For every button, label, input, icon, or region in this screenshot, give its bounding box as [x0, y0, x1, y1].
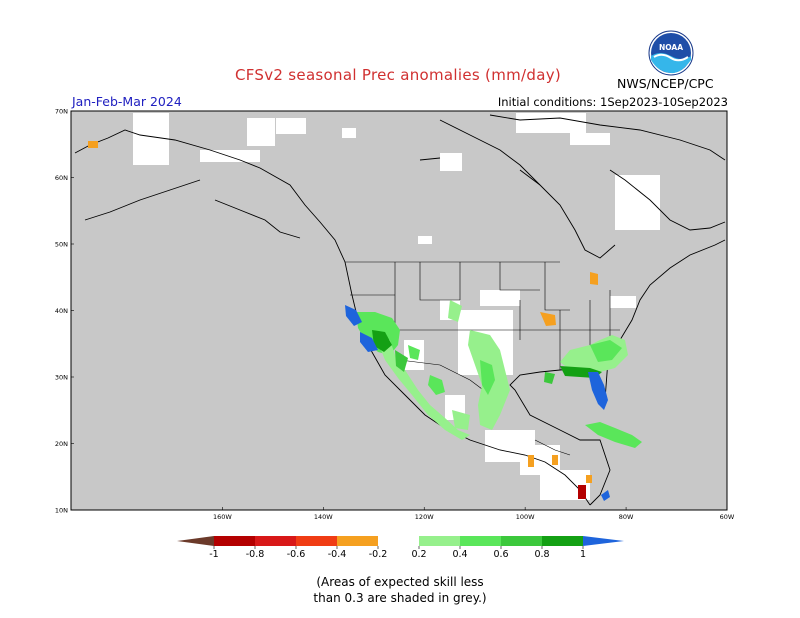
- colorbar-low-arrow: [177, 536, 214, 546]
- colorbar: -1 -0.8 -0.6 -0.4 -0.2 0.2 0.4 0.6 0.8 1: [177, 536, 624, 560]
- colorbar-swatch: [501, 536, 542, 546]
- colorbar-swatch: [378, 536, 419, 546]
- colorbar-swatch: [419, 536, 460, 546]
- dry-anomaly-regions: [88, 141, 598, 499]
- map-background: [71, 111, 727, 510]
- colorbar-tick-label: 0.2: [411, 549, 426, 560]
- latitude-tick-label: 10N: [55, 507, 68, 515]
- political-borders: [345, 261, 620, 456]
- initial-conditions-label: Initial conditions: 1Sep2023-10Sep2023: [497, 95, 728, 109]
- colorbar-tick-label: -0.8: [246, 549, 265, 560]
- colorbar-swatch: [337, 536, 378, 546]
- longitude-tick-label: 120W: [415, 513, 434, 521]
- latitude-labels: 70N 60N 50N 40N 30N 20N 10N: [55, 108, 74, 515]
- strong-wet-anomaly-regions: [345, 305, 610, 501]
- colorbar-tick-label: 0.6: [493, 549, 508, 560]
- skill-caption: (Areas of expected skill less than 0.3 a…: [0, 574, 800, 606]
- latitude-tick-label: 20N: [55, 440, 68, 448]
- agency-label: NWS/NCEP/CPC: [617, 76, 714, 91]
- longitude-tick-label: 140W: [314, 513, 333, 521]
- caption-line: (Areas of expected skill less: [316, 575, 484, 589]
- colorbar-swatch: [296, 536, 337, 546]
- colorbar-tick-label: 1: [580, 549, 586, 560]
- colorbar-tick-label: -1: [209, 549, 218, 560]
- colorbar-swatch: [542, 536, 583, 546]
- colorbar-tick-label: 0.8: [534, 549, 549, 560]
- svg-text:NOAA: NOAA: [659, 43, 683, 52]
- latitude-tick-label: 40N: [55, 307, 68, 315]
- colorbar-tick-label: -0.6: [287, 549, 306, 560]
- longitude-tick-label: 100W: [516, 513, 535, 521]
- colorbar-tick-label: 0.4: [452, 549, 467, 560]
- colorbar-swatch: [214, 536, 255, 546]
- colorbar-swatch: [255, 536, 296, 546]
- longitude-tick-label: 80W: [619, 513, 634, 521]
- latitude-tick-label: 70N: [55, 108, 68, 116]
- longitude-tick-label: 60W: [720, 513, 735, 521]
- colorbar-swatch: [460, 536, 501, 546]
- longitude-tick-label: 160W: [213, 513, 232, 521]
- colorbar-tick-label: -0.2: [369, 549, 388, 560]
- wet-anomaly-regions: [356, 300, 642, 448]
- noaa-logo-icon: NOAA: [648, 30, 694, 76]
- colorbar-high-arrow: [583, 536, 624, 546]
- colorbar-tick-label: -0.4: [328, 549, 347, 560]
- caption-line: than 0.3 are shaded in grey.): [313, 591, 487, 605]
- longitude-labels: 160W 140W 120W 100W 80W 60W: [213, 507, 735, 521]
- map-title: CFSv2 seasonal Prec anomalies (mm/day): [234, 66, 562, 84]
- season-label: Jan-Feb-Mar 2024: [72, 94, 182, 109]
- latitude-tick-label: 60N: [55, 174, 68, 182]
- latitude-tick-label: 30N: [55, 374, 68, 382]
- latitude-tick-label: 50N: [55, 241, 68, 249]
